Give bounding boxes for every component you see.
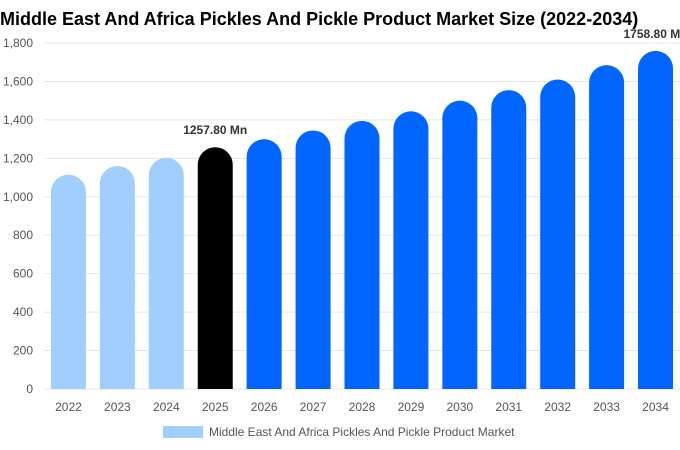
- legend-swatch: [163, 426, 203, 438]
- bar-2027: [295, 130, 331, 389]
- x-tick-label: 2029: [398, 400, 425, 414]
- y-tick-label: 1,400: [3, 113, 33, 127]
- y-tick-label: 800: [13, 228, 33, 242]
- bar-2029: [393, 111, 429, 389]
- y-tick-label: 1,600: [3, 74, 33, 88]
- x-tick-label: 2027: [300, 400, 327, 414]
- x-tick-label: 2024: [153, 400, 180, 414]
- x-tick-label: 2032: [544, 400, 571, 414]
- bar-2028: [344, 120, 380, 389]
- x-tick-label: 2034: [642, 400, 669, 414]
- bar-2031: [491, 90, 527, 389]
- y-tick-label: 400: [13, 305, 33, 319]
- y-tick-label: 1,200: [3, 151, 33, 165]
- y-tick-label: 0: [26, 382, 33, 396]
- bar-2023: [99, 166, 135, 389]
- data-label-2034: 1758.80 Mn: [624, 27, 680, 41]
- y-tick-label: 600: [13, 267, 33, 281]
- bar-2033: [589, 65, 625, 389]
- x-tick-label: 2022: [55, 400, 82, 414]
- y-tick-label: 200: [13, 344, 33, 358]
- chart-title: Middle East And Africa Pickles And Pickl…: [0, 9, 639, 29]
- y-tick-label: 1,000: [3, 190, 33, 204]
- x-tick-label: 2031: [495, 400, 522, 414]
- x-tick-label: 2030: [446, 400, 473, 414]
- x-tick-label: 2026: [251, 400, 278, 414]
- bar-2034: [638, 50, 674, 389]
- bar-2024: [148, 157, 184, 389]
- bar-2026: [246, 139, 282, 389]
- bar-2025: [197, 147, 233, 389]
- labels: 0 200 400 600 800 1,000 1,200 1,400 1,600 1,800 20…: [3, 27, 680, 414]
- x-tick-label: 2025: [202, 400, 229, 414]
- x-tick-label: 2033: [593, 400, 620, 414]
- legend: Middle East And Africa Pickles And Pickl…: [163, 425, 514, 439]
- y-tick-label: 1,800: [3, 36, 33, 50]
- x-tick-label: 2028: [349, 400, 376, 414]
- legend-label: Middle East And Africa Pickles And Pickl…: [209, 425, 515, 439]
- bar-2032: [540, 79, 576, 390]
- bar-2030: [442, 100, 478, 390]
- x-tick-label: 2023: [104, 400, 131, 414]
- data-label-2025: 1257.80 Mn: [183, 123, 247, 137]
- bars: [50, 50, 674, 390]
- bar-2022: [50, 174, 86, 389]
